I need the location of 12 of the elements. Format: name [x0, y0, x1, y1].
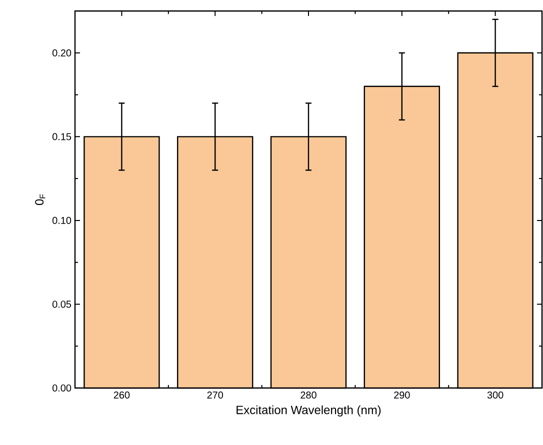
- y-tick-label: 0.10: [52, 216, 72, 224]
- x-tick-label: 280: [300, 392, 316, 399]
- y-tick-label: 0.15: [52, 133, 72, 140]
- x-tick-label: 300: [487, 392, 504, 399]
- y-tick-label: 0.00: [52, 384, 72, 392]
- y-axis-title: 0$_{F}$: [35, 194, 46, 206]
- y-tick-label: 0.20: [52, 49, 72, 56]
- x-tick-label: 260: [114, 392, 130, 399]
- x-axis-title: Excitation Wavelength (nm): [236, 405, 381, 417]
- x-tick-label: 290: [394, 392, 410, 399]
- y-tick-label: 0.05: [52, 300, 72, 308]
- x-tick-label: 270: [207, 392, 224, 399]
